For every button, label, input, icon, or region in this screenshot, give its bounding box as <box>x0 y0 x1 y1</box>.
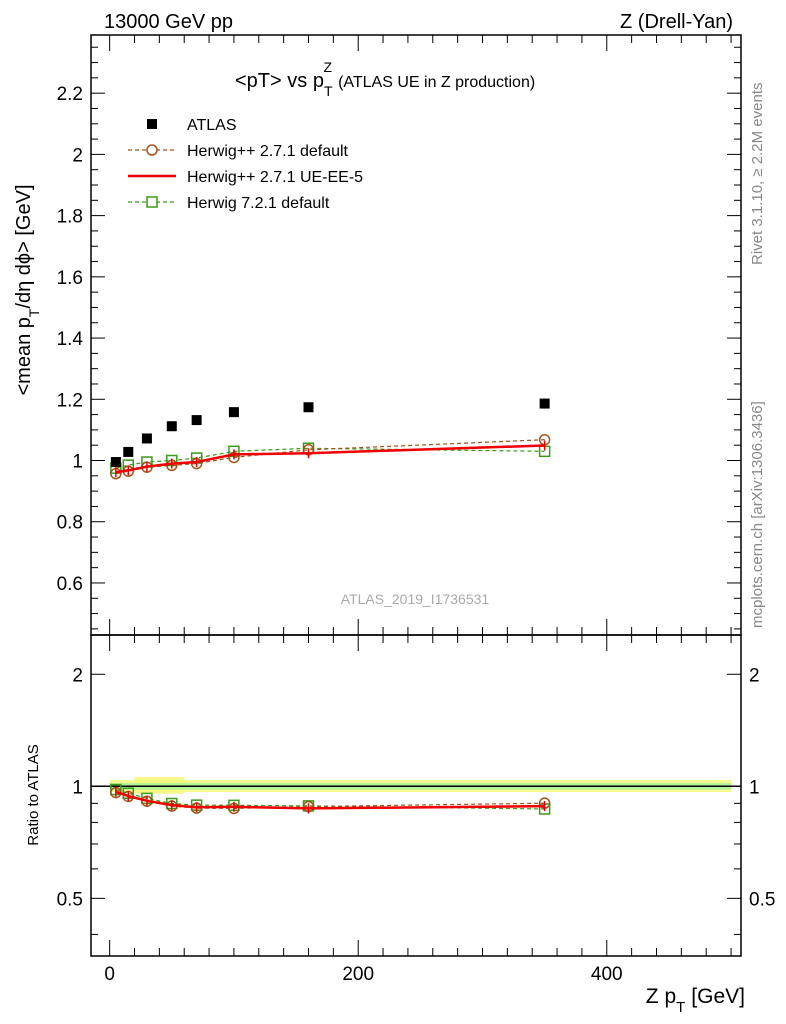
ratio-y-axis-label: Ratio to ATLAS <box>25 744 42 845</box>
ratio-y-tick-label-right: 0.5 <box>749 889 775 910</box>
atlas-uncertainty-band <box>91 776 741 794</box>
atlas-data-point <box>123 446 134 457</box>
y-tick-label: 1 <box>72 452 83 473</box>
legend-marker-atlas <box>147 119 157 129</box>
ratio-y-tick-label-right: 2 <box>749 665 760 686</box>
atlas-data-point <box>141 433 152 444</box>
x-tick-labels: 0 200 400 <box>104 964 622 985</box>
ratio-plot-frame <box>90 634 742 957</box>
ratio-y-tick-label: 0.5 <box>57 889 83 910</box>
atlas-data-point <box>166 421 177 432</box>
rivet-label: Rivet 3.1.10, ≥ 2.2M events <box>749 83 766 266</box>
y-tick-label: 1.8 <box>57 207 83 228</box>
ratio-y-tick-label: 1 <box>72 777 83 798</box>
herwig7-default-line <box>115 789 545 810</box>
header-right: Z (Drell-Yan) <box>620 11 733 33</box>
y-tick-label: 0.6 <box>57 574 83 595</box>
herwig-pp-default-line <box>115 439 545 475</box>
ratio-series-layer <box>110 783 551 815</box>
legend-label: ATLAS <box>187 117 237 134</box>
plot-title: <pT> vs pTZ(ATLAS UE in Z production) <box>235 59 535 99</box>
ratio-axis-ticks <box>91 635 741 956</box>
header-left: 13000 GeV pp <box>104 11 233 33</box>
ratio-y-tick-labels: 0.5 0.5 1 1 2 2 <box>57 665 776 910</box>
ue-ee-5-line <box>115 444 545 474</box>
x-tick-label: 0 <box>104 964 115 985</box>
y-tick-label: 0.8 <box>57 513 83 534</box>
herwig7-default-line <box>115 447 545 469</box>
analysis-watermark: ATLAS_2019_I1736531 <box>341 591 490 607</box>
legend-label: Herwig++ 2.7.1 default <box>187 143 349 160</box>
atlas-data-point <box>303 402 314 413</box>
legend-marker-square <box>146 196 158 208</box>
y-tick-label: 1.6 <box>57 268 83 289</box>
y-tick-label: 1.2 <box>57 390 83 411</box>
y-tick-label: 1.4 <box>57 329 84 350</box>
atlas-data-point <box>228 407 239 418</box>
legend: ATLAS Herwig++ 2.7.1 default Herwig++ 2.7.… <box>128 117 363 212</box>
atlas-data-point <box>539 398 550 409</box>
main-series-layer <box>110 398 551 480</box>
y-tick-label: 2 <box>72 145 83 166</box>
ratio-y-tick-label: 2 <box>72 665 83 686</box>
atlas-data-point <box>191 415 202 426</box>
x-tick-label: 400 <box>591 964 623 985</box>
legend-label: Herwig 7.2.1 default <box>187 195 330 212</box>
main-y-axis-label: <mean pT/dη dϕ> [GeV] <box>13 184 42 395</box>
main-y-tick-labels: 0.6 0.8 1 1.2 1.4 1.6 1.8 2 2.2 <box>57 84 84 595</box>
ue-ee-5-line <box>115 790 545 810</box>
legend-marker-circle <box>146 144 158 156</box>
ratio-y-tick-label-right: 1 <box>749 777 760 798</box>
x-axis-label: Z pT [GeV] <box>646 985 745 1016</box>
ratio-plot-panel: 0.5 0.5 1 1 2 2 0 200 400 Ratio to ATLAS Z pT [G… <box>25 634 776 1016</box>
atlas-data-point <box>110 457 121 468</box>
main-axis-ticks <box>91 35 741 635</box>
main-plot-panel: 0.6 0.8 1 1.2 1.4 1.6 1.8 2 2.2 <pT> vs pTZ(ATLA… <box>13 34 742 636</box>
mcplots-label: mcplots.cern.ch [arXiv:1306.3436] <box>749 401 766 628</box>
legend-label: Herwig++ 2.7.1 UE-EE-5 <box>187 169 363 186</box>
x-tick-label: 200 <box>342 964 374 985</box>
y-tick-label: 2.2 <box>57 84 83 105</box>
